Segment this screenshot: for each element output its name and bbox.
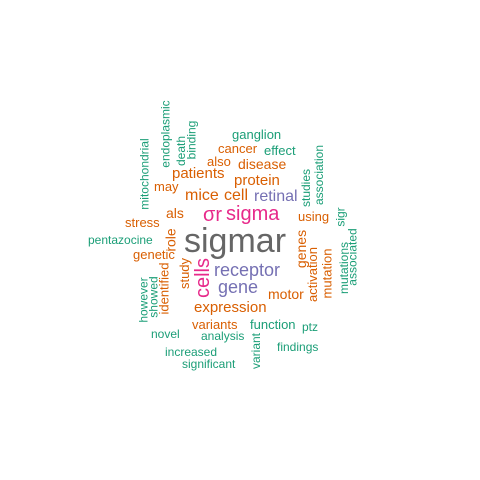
word-function: function <box>250 317 296 332</box>
word-also: also <box>207 154 231 169</box>
word-ptz: ptz <box>302 320 319 334</box>
word-sigma: sigma <box>226 203 280 225</box>
word-stress: stress <box>125 215 160 230</box>
word-showed: showed <box>146 276 161 318</box>
word-endoplasmic: endoplasmic <box>158 100 173 168</box>
word-using: using <box>298 209 330 224</box>
word-binding: binding <box>184 120 199 160</box>
word-study: study <box>177 257 193 290</box>
word-disease: disease <box>238 156 287 172</box>
word-gene: gene <box>218 277 259 297</box>
word-analysis: analysis <box>201 329 245 343</box>
word-retinal: retinal <box>254 188 298 205</box>
word-sigr: sigr <box>333 207 348 227</box>
word-variant: variant <box>249 332 264 370</box>
word-receptor: receptor <box>214 260 281 280</box>
word-significant: significant <box>182 357 236 371</box>
word-may: may <box>154 179 179 194</box>
word-mice: mice <box>185 187 219 204</box>
word-als: als <box>166 205 184 221</box>
word-pentazocine: pentazocine <box>88 233 153 247</box>
word-mutation: mutation <box>319 248 335 299</box>
word-associated: associated <box>345 228 360 286</box>
word-cell: cell <box>224 187 249 204</box>
word-increased: increased <box>165 345 218 359</box>
word-genetic: genetic <box>133 247 175 262</box>
word-mitochondrial: mitochondrial <box>137 138 152 210</box>
word-studies: studies <box>299 168 314 208</box>
word-motor: motor <box>268 286 304 302</box>
word-protein: protein <box>234 172 280 189</box>
word-sigmar: sigmar <box>184 222 287 260</box>
word-activation: activation <box>304 247 320 302</box>
word-expression: expression <box>194 299 267 316</box>
word-association: association <box>312 144 327 206</box>
word-cancer: cancer <box>218 141 258 156</box>
word-ganglion: ganglion <box>232 127 282 142</box>
word-variants: variants <box>192 317 238 332</box>
word-effect: effect <box>264 143 296 158</box>
word-sigma-symbol: σr <box>203 204 223 226</box>
word-patients: patients <box>172 165 225 182</box>
word-novel: novel <box>151 327 180 341</box>
word-cells: cells <box>192 257 215 299</box>
word-findings: findings <box>277 340 319 354</box>
